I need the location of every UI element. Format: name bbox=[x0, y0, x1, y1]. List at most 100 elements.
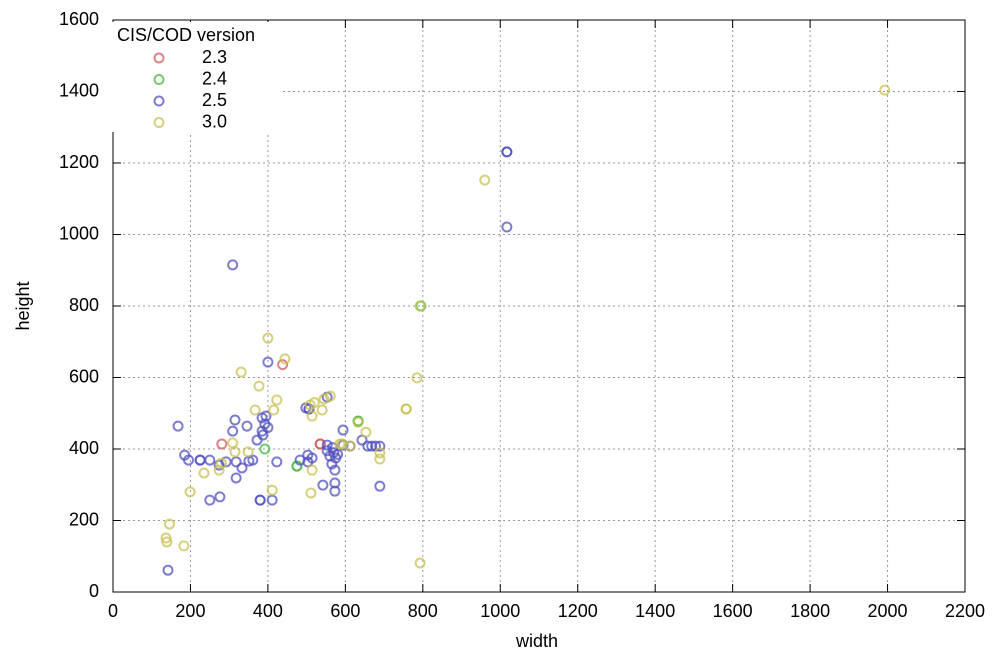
point bbox=[236, 462, 248, 474]
point bbox=[229, 446, 241, 458]
y-tick-label: 1000 bbox=[59, 223, 99, 243]
y-tick-label: 1400 bbox=[59, 80, 99, 100]
point bbox=[259, 418, 271, 430]
point bbox=[172, 420, 184, 432]
point bbox=[184, 486, 196, 498]
point bbox=[213, 464, 225, 476]
y-tick-label: 0 bbox=[89, 581, 99, 601]
point bbox=[249, 404, 261, 416]
point bbox=[414, 557, 426, 569]
legend-title: CIS/COD version bbox=[117, 25, 255, 45]
point bbox=[216, 438, 228, 450]
legend-marker bbox=[153, 117, 165, 128]
point bbox=[332, 448, 344, 460]
y-tick-label: 600 bbox=[69, 366, 99, 386]
point bbox=[501, 221, 513, 233]
point bbox=[241, 420, 253, 432]
point bbox=[204, 454, 216, 466]
point bbox=[294, 454, 306, 466]
x-tick-label: 400 bbox=[253, 601, 283, 621]
point bbox=[251, 434, 263, 446]
point bbox=[277, 359, 289, 371]
point bbox=[253, 380, 265, 392]
point bbox=[321, 445, 333, 457]
point bbox=[262, 356, 274, 368]
point bbox=[229, 414, 241, 426]
point bbox=[291, 460, 303, 472]
point bbox=[227, 425, 239, 437]
y-tick-label: 200 bbox=[69, 509, 99, 529]
point bbox=[279, 353, 291, 365]
point bbox=[260, 410, 272, 422]
point bbox=[235, 366, 247, 378]
legend-marker bbox=[153, 74, 165, 85]
point bbox=[271, 394, 283, 406]
plot-frame bbox=[112, 19, 966, 593]
y-tick-label: 800 bbox=[69, 295, 99, 315]
point bbox=[362, 440, 374, 452]
point bbox=[266, 484, 278, 496]
point bbox=[316, 404, 328, 416]
point bbox=[271, 456, 283, 468]
point bbox=[262, 332, 274, 344]
x-tick-label: 1000 bbox=[480, 601, 520, 621]
point bbox=[308, 397, 320, 409]
point bbox=[360, 426, 372, 438]
point bbox=[336, 438, 348, 450]
point bbox=[324, 390, 336, 402]
point bbox=[198, 467, 210, 479]
x-tick-label: 200 bbox=[175, 601, 205, 621]
point bbox=[305, 487, 317, 499]
point bbox=[230, 456, 242, 468]
point bbox=[374, 447, 386, 459]
x-tick-label: 2200 bbox=[945, 601, 985, 621]
y-axis-label: height bbox=[13, 281, 33, 330]
point bbox=[318, 393, 330, 405]
point bbox=[329, 464, 341, 476]
point bbox=[220, 456, 232, 468]
point bbox=[321, 439, 333, 451]
point bbox=[242, 446, 254, 458]
point bbox=[329, 485, 341, 497]
point bbox=[374, 453, 386, 465]
point bbox=[266, 494, 278, 506]
y-tick-label: 1200 bbox=[59, 152, 99, 172]
point bbox=[374, 440, 386, 452]
point bbox=[879, 84, 891, 96]
point bbox=[411, 372, 423, 384]
point bbox=[183, 454, 195, 466]
point bbox=[317, 479, 329, 491]
point bbox=[479, 174, 491, 186]
y-tick-label: 1600 bbox=[59, 9, 99, 29]
point bbox=[204, 494, 216, 506]
point bbox=[306, 452, 318, 464]
legend-label: 2.3 bbox=[202, 47, 227, 67]
point bbox=[254, 494, 266, 506]
legend-label: 2.4 bbox=[202, 68, 227, 88]
legend-marker bbox=[153, 95, 165, 107]
x-axis-label: width bbox=[515, 631, 558, 651]
x-tick-label: 0 bbox=[108, 601, 118, 621]
x-tick-label: 1800 bbox=[790, 601, 830, 621]
x-tick-label: 1600 bbox=[713, 601, 753, 621]
point bbox=[314, 438, 326, 450]
legend-label: 3.0 bbox=[202, 111, 227, 131]
point bbox=[215, 457, 227, 469]
legend-marker bbox=[153, 52, 165, 64]
y-tick-label: 400 bbox=[69, 438, 99, 458]
point bbox=[337, 424, 349, 436]
point bbox=[306, 410, 318, 422]
point bbox=[352, 416, 364, 428]
point bbox=[414, 300, 426, 312]
point bbox=[230, 472, 242, 484]
point bbox=[227, 259, 239, 271]
legend-box bbox=[109, 22, 281, 132]
point bbox=[268, 404, 280, 416]
legend-label: 2.5 bbox=[202, 90, 227, 110]
point bbox=[214, 491, 226, 503]
point bbox=[374, 480, 386, 492]
point bbox=[161, 536, 173, 548]
point bbox=[306, 464, 318, 476]
x-tick-label: 600 bbox=[330, 601, 360, 621]
